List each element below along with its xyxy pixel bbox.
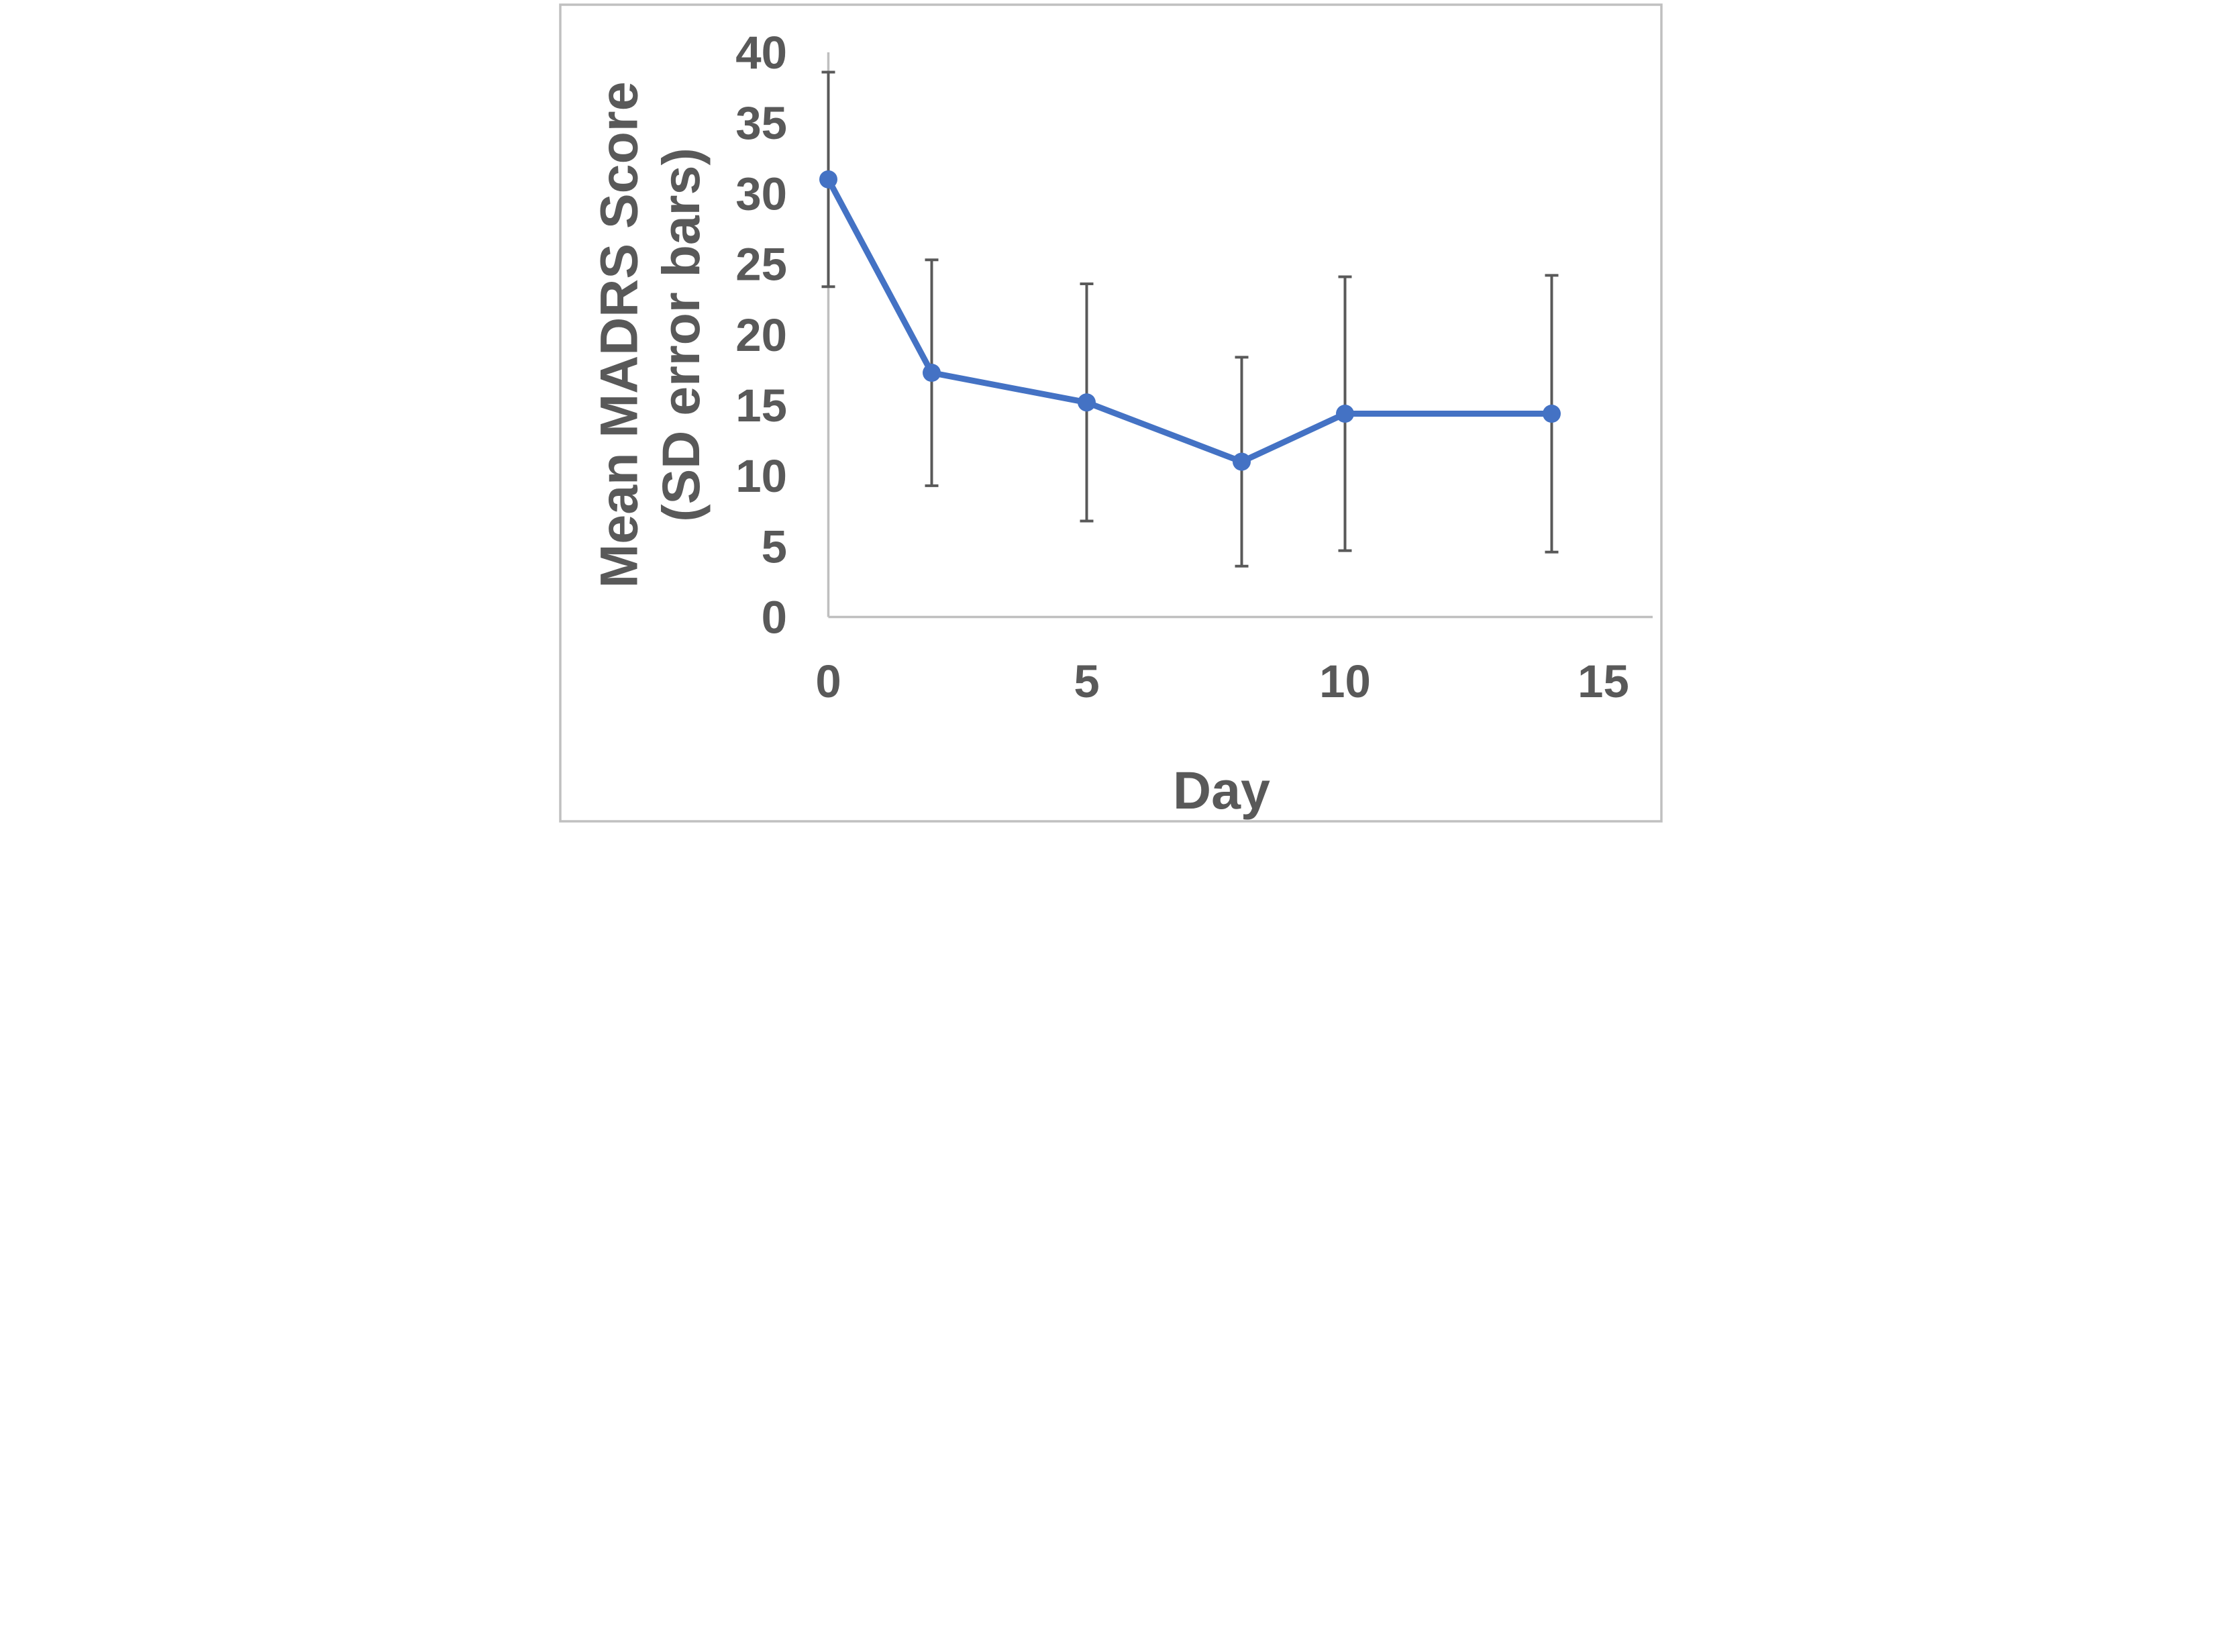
x-tick-label: 0 [815, 656, 841, 707]
y-tick-label: 30 [735, 168, 787, 219]
series-line [825, 178, 1551, 465]
data-point-marker [1335, 405, 1354, 423]
x-tick-label: 15 [1578, 656, 1629, 707]
series-line-layer [825, 178, 1551, 465]
x-axis-title: Day [1173, 760, 1270, 820]
data-point-marker [1542, 405, 1561, 423]
data-point-marker [1077, 393, 1096, 412]
data-point-marker [922, 364, 941, 382]
y-tick-label: 20 [735, 309, 787, 361]
series-markers-layer [819, 170, 1561, 471]
data-point-marker [819, 170, 837, 189]
y-tick-label: 25 [735, 239, 787, 291]
y-axis-title-line2: (SD error bars) [651, 148, 711, 522]
x-tick-label: 5 [1074, 656, 1099, 707]
y-tick-label: 15 [735, 380, 787, 431]
y-tick-label: 10 [735, 450, 787, 502]
y-axis-title-line1: Mean MADRS Score [588, 81, 648, 588]
figure-container: 0 5 10 15 20 25 30 35 40 0 5 10 15 Day Mean MADRS Sc… [556, 0, 1666, 826]
y-tick-label: 5 [761, 521, 786, 572]
data-point-marker [1232, 452, 1251, 471]
y-tick-label: 40 [735, 27, 787, 79]
y-tick-label: 35 [735, 97, 787, 149]
y-tick-label: 0 [761, 592, 786, 643]
x-tick-label: 10 [1319, 656, 1371, 707]
madrs-line-chart: 0 5 10 15 20 25 30 35 40 0 5 10 15 Day Mean MADRS Sc… [558, 3, 1663, 823]
tick-labels-layer: 0 5 10 15 20 25 30 35 40 0 5 10 15 [735, 27, 1629, 707]
